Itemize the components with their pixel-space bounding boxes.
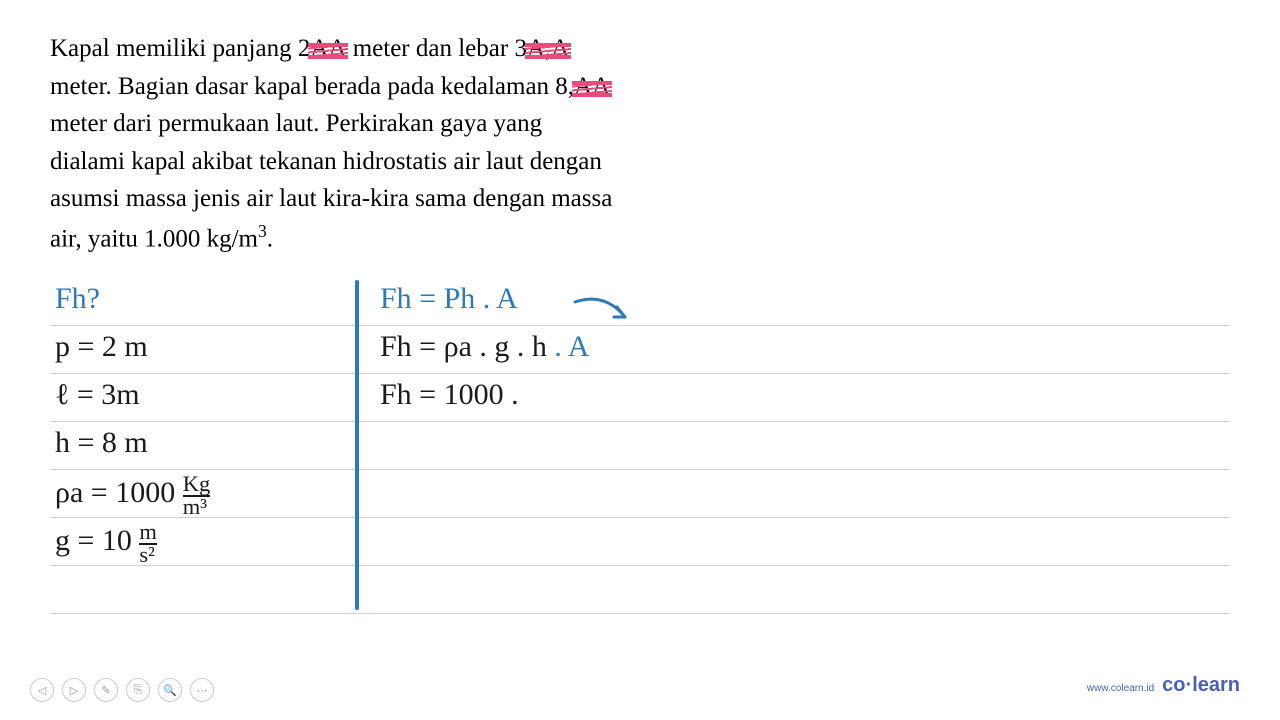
superscript: 3 [258,221,267,241]
edit-button[interactable]: ✎ [94,678,118,702]
ruled-line [50,469,1230,470]
hw-fh-question: Fh? [55,282,100,316]
text-segment: meter. Bagian dasar kapal berada pada ke… [50,73,574,100]
brand-area: www.colearn.id co·learn [1087,674,1240,697]
eq2-black: Fh = ρa . g . h [380,330,554,363]
brand-co: co [1162,674,1185,696]
rho-fraction: Kgm³ [183,474,211,517]
hw-g: g = 10 ms² [55,522,157,565]
more-button[interactable]: ⋯ [190,678,214,702]
text-segment: air, yaitu 1.000 kg/m [50,225,258,252]
g-fraction: ms² [139,522,157,565]
text-segment: asumsi massa jenis air laut kira-kira sa… [50,185,612,212]
next-button[interactable]: ▷ [62,678,86,702]
content-area: Kapal memiliki panjang 2AA meter dan leb… [0,0,1280,637]
curved-arrow-icon [570,287,650,347]
struck-text-3: AA [574,68,610,106]
text-segment: dialami kapal akibat tekanan hidrostatis… [50,148,602,175]
problem-text: Kapal memiliki panjang 2AA meter dan leb… [50,30,750,257]
struck-text-1: AA [310,30,346,68]
footer: ◁ ▷ ✎ ⎘ 🔍 ⋯ www.colearn.id co·learn [0,672,1280,702]
rho-label: ρa = 1000 [55,476,183,509]
struck-text-2: A,A [527,30,569,68]
hw-p: p = 2 m [55,330,148,364]
text-segment: Kapal memiliki panjang 2 [50,35,310,62]
toolbar: ◁ ▷ ✎ ⎘ 🔍 ⋯ [30,678,214,702]
g-den: s² [139,543,157,565]
ruled-line [50,421,1230,422]
text-segment: meter dan lebar 3 [346,35,526,62]
hw-eq2: Fh = ρa . g . h . A [380,330,589,364]
hw-rho: ρa = 1000 Kgm³ [55,474,210,517]
copy-button[interactable]: ⎘ [126,678,150,702]
ruled-line [50,565,1230,566]
text-segment: meter dari permukaan laut. Perkirakan ga… [50,110,542,137]
hw-eq3: Fh = 1000 . [380,378,519,412]
brand-learn: learn [1192,674,1240,696]
ruled-line [50,517,1230,518]
rho-den: m³ [183,495,211,517]
hw-h: h = 8 m [55,426,148,460]
hw-eq1: Fh = Ph . A [380,282,518,316]
rho-num: Kg [183,474,211,494]
zoom-button[interactable]: 🔍 [158,678,182,702]
text-segment: . [267,225,273,252]
vertical-divider [355,280,359,610]
brand-url: www.colearn.id [1087,683,1154,694]
hw-l: ℓ = 3m [55,378,140,412]
brand-logo: co·learn [1162,674,1240,697]
notebook-area: Fh? p = 2 m ℓ = 3m h = 8 m ρa = 1000 Kgm… [50,277,1230,637]
g-label: g = 10 [55,524,139,557]
g-num: m [139,522,157,542]
ruled-line [50,613,1230,614]
prev-button[interactable]: ◁ [30,678,54,702]
ruled-line [50,373,1230,374]
